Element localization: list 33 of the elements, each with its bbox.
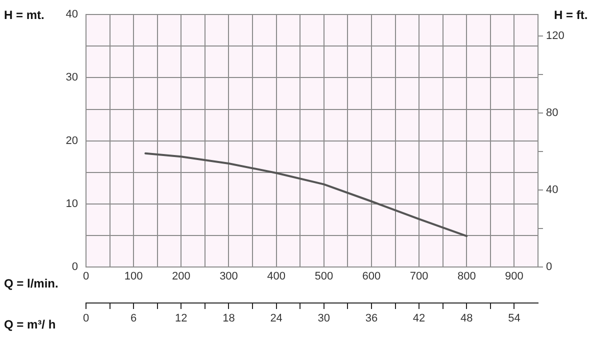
x-tick-label: 100 <box>124 270 143 283</box>
x-axis-title: Q = l/min. <box>4 276 58 290</box>
y-tick-label: 10 <box>66 198 78 210</box>
x-tick-label: 200 <box>172 270 190 283</box>
x-tick-label: 800 <box>457 270 476 283</box>
x2-tick-label: 30 <box>318 312 330 325</box>
y-tick-label: 30 <box>66 72 78 84</box>
x2-tick-label: 12 <box>175 312 188 325</box>
y2-axis-title: H = ft. <box>554 8 588 22</box>
x-tick-label: 400 <box>267 270 286 283</box>
x2-tick-label: 6 <box>130 312 137 325</box>
x2-tick-label: 42 <box>412 312 426 325</box>
y2-tick-label: 0 <box>546 261 552 274</box>
x2-tick-label: 24 <box>270 312 282 325</box>
y2-tick-label: 40 <box>546 184 558 196</box>
x-tick-label: 900 <box>505 270 524 283</box>
x-tick-label: 500 <box>314 270 334 283</box>
y-tick-label: 0 <box>72 261 78 274</box>
y-tick-label: 40 <box>66 8 78 21</box>
x2-tick-label: 54 <box>508 312 520 325</box>
x-tick-label: 300 <box>220 270 238 283</box>
x2-tick-label: 18 <box>222 312 235 325</box>
y2-tick-label: 80 <box>546 107 558 120</box>
x-tick-label: 700 <box>410 270 428 283</box>
x2-tick-label: 36 <box>365 312 378 325</box>
x-tick-label: 600 <box>362 270 381 283</box>
y2-tick-label: 120 <box>546 30 564 42</box>
x-tick-label: 0 <box>82 270 90 283</box>
y-axis-title: H = mt. <box>4 8 44 22</box>
x2-tick-label: 0 <box>82 312 90 325</box>
x2-axis-title: Q = m³/ h <box>4 317 56 332</box>
x2-tick-label: 48 <box>460 312 473 325</box>
y-tick-label: 20 <box>66 134 78 147</box>
